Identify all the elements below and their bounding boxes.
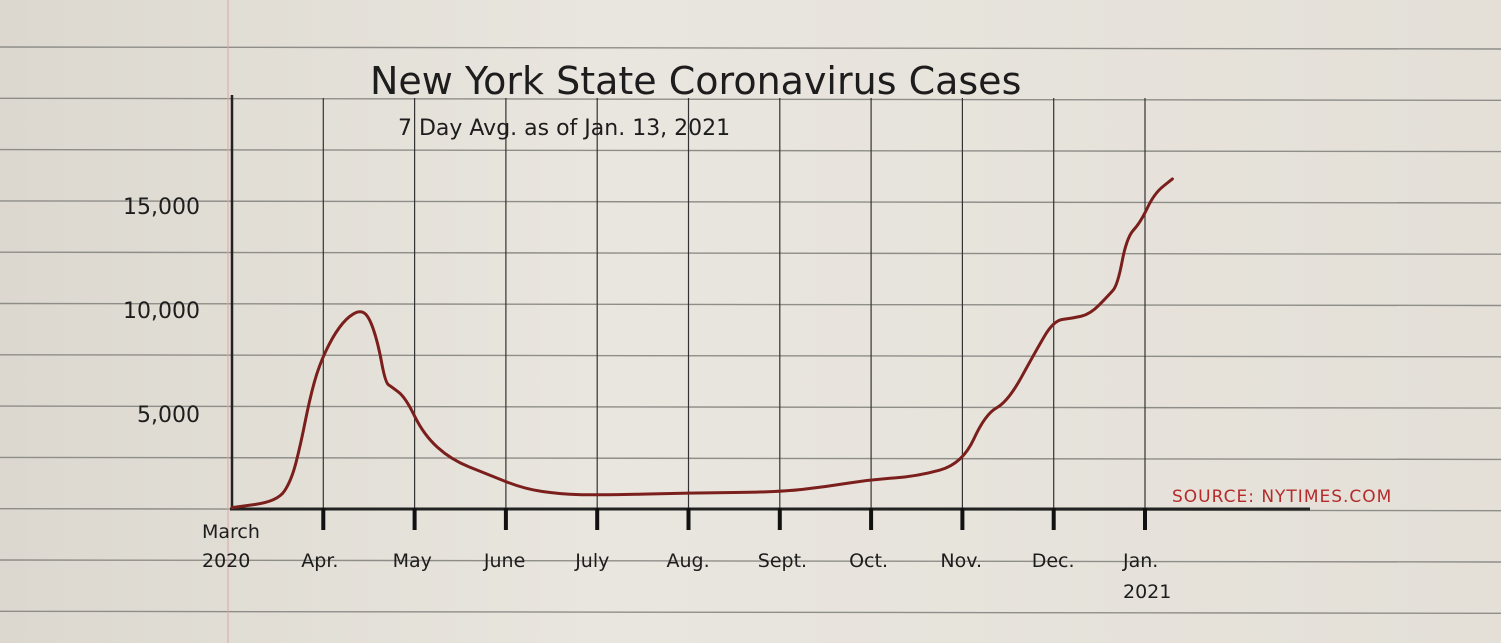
x-tick-label: Jan.	[1122, 550, 1158, 572]
rule-line	[0, 148, 1501, 153]
series-line	[230, 177, 1174, 510]
x-tick-label: July	[574, 550, 609, 572]
x-tick-label: Aug.	[667, 550, 710, 572]
x-tick-label-year: 2020	[202, 550, 250, 572]
x-tick-label: Oct.	[849, 550, 888, 572]
rule-line	[0, 46, 1501, 50]
rule-line	[0, 456, 1501, 461]
x-tick-label-year: 2021	[1123, 581, 1171, 603]
x-tick-label: Sept.	[758, 550, 807, 572]
rule-line	[0, 97, 1501, 102]
rule-line	[0, 354, 1501, 358]
x-tick-label: Nov.	[940, 550, 982, 572]
rule-line	[0, 251, 1501, 255]
y-tick-label: 5,000	[137, 403, 200, 428]
x-tick-label: March	[202, 521, 260, 543]
rule-line	[0, 200, 1501, 204]
source-note: SOURCE: NYTIMES.COM	[1172, 487, 1392, 507]
rule-line	[0, 559, 1501, 563]
month-grid-lines	[322, 98, 1146, 508]
x-tick-label: Dec.	[1032, 550, 1075, 572]
rule-line	[0, 405, 1501, 409]
chart-subtitle: 7 Day Avg. as of Jan. 13, 2021	[398, 116, 730, 141]
y-tick-label: 15,000	[123, 195, 200, 220]
y-tick-label: 10,000	[123, 299, 200, 324]
chart-title: New York State Coronavirus Cases	[370, 59, 1021, 103]
x-tick-label: May	[393, 550, 432, 572]
x-tick-label: June	[483, 550, 525, 572]
x-tick-label: Apr.	[301, 550, 338, 572]
rule-line	[0, 302, 1501, 307]
rule-line	[0, 610, 1501, 614]
